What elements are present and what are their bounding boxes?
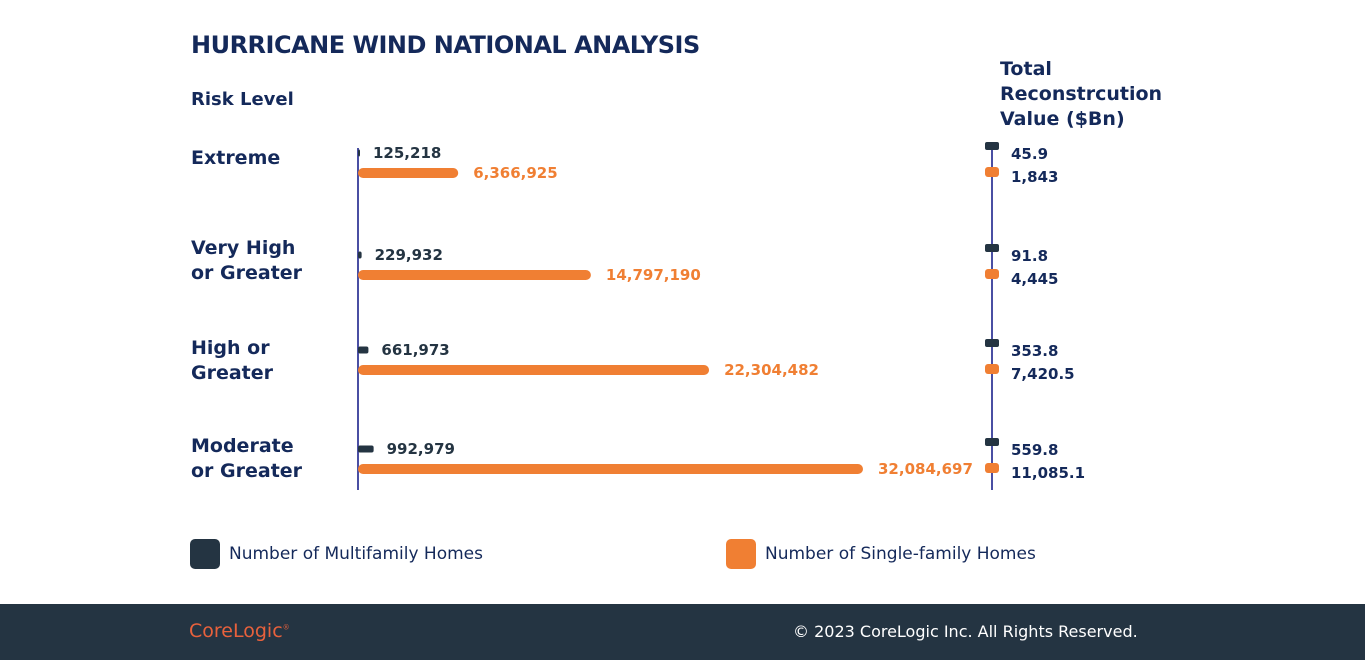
category-label-line: Very High — [191, 237, 296, 259]
category-label-extreme: Extreme — [191, 146, 280, 171]
total-reconstruction-heading: Total Reconstrcution Value ($Bn) — [1000, 57, 1200, 132]
bar-multifamily — [358, 251, 362, 259]
bar-multifamily — [358, 445, 374, 453]
logo-text: CoreLogic — [189, 620, 283, 642]
reconstruction-value-single-family: 11,085.1 — [1011, 464, 1085, 482]
category-label-line: Extreme — [191, 147, 281, 169]
bar-single-family — [358, 464, 863, 474]
reconstruction-value-multifamily: 353.8 — [1011, 342, 1058, 360]
data-label-multifamily: 992,979 — [387, 440, 455, 458]
reconstruction-value-multifamily: 45.9 — [1011, 145, 1048, 163]
data-label-multifamily: 661,973 — [381, 341, 449, 359]
bar-multifamily — [358, 149, 360, 157]
marker-reconstruction-single-family — [985, 463, 999, 473]
data-label-single-family: 6,366,925 — [473, 164, 557, 182]
bar-single-family — [358, 270, 591, 280]
total-heading-line: Total — [1000, 58, 1052, 80]
chart-title: HURRICANE WIND NATIONAL ANALYSIS — [191, 31, 700, 59]
legend-single-family: Number of Single-family Homes — [726, 538, 1036, 570]
bar-single-family — [358, 365, 710, 375]
reconstruction-value-single-family: 4,445 — [1011, 270, 1058, 288]
total-heading-line: Reconstrcution — [1000, 83, 1163, 105]
data-label-multifamily: 125,218 — [373, 144, 441, 162]
reconstruction-value-single-family: 1,843 — [1011, 168, 1058, 186]
marker-reconstruction-multifamily — [985, 339, 999, 347]
legend-swatch-multifamily — [190, 539, 220, 569]
category-label-line: or Greater — [191, 262, 303, 284]
category-label-line: Greater — [191, 362, 274, 384]
bar-multifamily — [358, 346, 369, 354]
legend-label-multifamily: Number of Multifamily Homes — [229, 544, 483, 564]
logo-registered-mark: ® — [282, 623, 290, 632]
legend-swatch-single-family — [726, 539, 756, 569]
copyright-text: © 2023 CoreLogic Inc. All Rights Reserve… — [793, 622, 1138, 641]
footer-bar: CoreLogic® © 2023 CoreLogic Inc. All Rig… — [0, 604, 1365, 660]
category-label-line: Moderate — [191, 435, 294, 457]
category-label-line: High or — [191, 337, 270, 359]
marker-reconstruction-single-family — [985, 364, 999, 374]
reconstruction-value-multifamily: 559.8 — [1011, 441, 1058, 459]
marker-reconstruction-multifamily — [985, 244, 999, 252]
marker-reconstruction-single-family — [985, 269, 999, 279]
total-heading-line: Value ($Bn) — [1000, 108, 1125, 130]
data-label-single-family: 22,304,482 — [724, 361, 819, 379]
reconstruction-value-single-family: 7,420.5 — [1011, 365, 1075, 383]
marker-reconstruction-single-family — [985, 167, 999, 177]
category-label-line: or Greater — [191, 460, 303, 482]
bar-chart: 125,218 6,366,925 45.9 1,843 229,932 14,797,1… — [357, 142, 1085, 490]
legend-label-single-family: Number of Single-family Homes — [765, 544, 1036, 564]
data-label-multifamily: 229,932 — [375, 246, 443, 264]
legend-multifamily: Number of Multifamily Homes — [190, 538, 483, 570]
data-label-single-family: 14,797,190 — [606, 266, 701, 284]
marker-reconstruction-multifamily — [985, 438, 999, 446]
bar-single-family — [358, 168, 459, 178]
category-label-moderate: Moderate or Greater — [191, 434, 302, 484]
data-label-single-family: 32,084,697 — [878, 460, 973, 478]
category-label-very-high: Very High or Greater — [191, 236, 302, 286]
reconstruction-value-multifamily: 91.8 — [1011, 247, 1048, 265]
marker-reconstruction-multifamily — [985, 142, 999, 150]
category-label-high: High or Greater — [191, 336, 273, 386]
risk-level-heading: Risk Level — [191, 89, 294, 110]
corelogic-logo: CoreLogic® — [189, 620, 290, 642]
